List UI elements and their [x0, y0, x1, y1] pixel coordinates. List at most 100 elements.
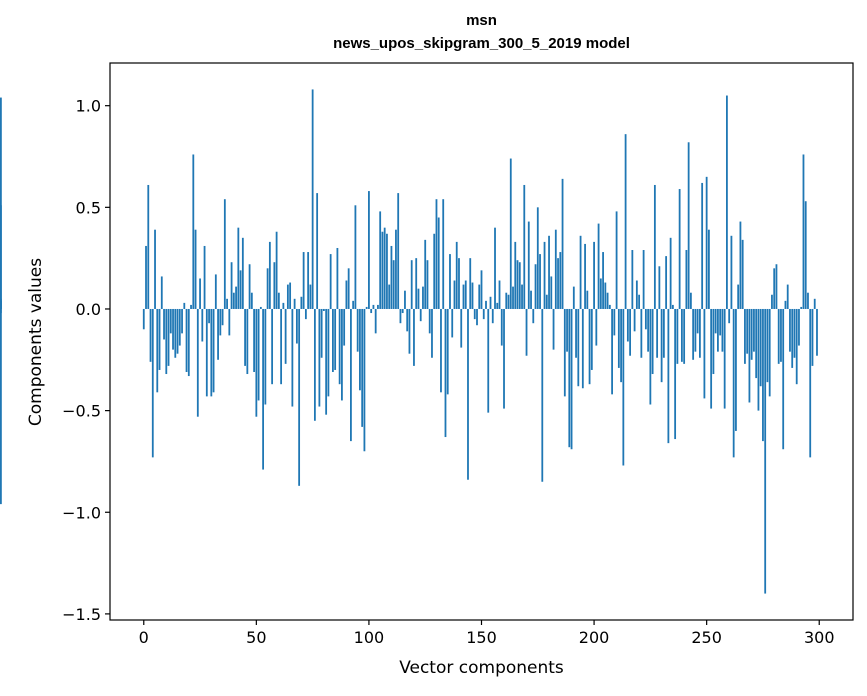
bar-247 [699, 308, 701, 358]
bar-208 [611, 308, 613, 395]
bar-20 [187, 308, 190, 377]
bar-73 [307, 252, 310, 309]
bar-123 [419, 308, 422, 322]
bar-97 [361, 308, 364, 427]
bar-109 [388, 284, 391, 309]
bar-177 [541, 308, 544, 482]
bar-11 [167, 308, 170, 366]
bar-101 [370, 308, 373, 314]
bar-87 [338, 308, 341, 385]
bar-235 [671, 304, 674, 309]
bar-238 [678, 189, 681, 309]
bar-280 [773, 268, 776, 309]
bar-89 [343, 308, 346, 346]
bar-233 [667, 308, 670, 444]
bar-202 [597, 223, 600, 309]
bar-152 [485, 300, 487, 309]
bar-289 [793, 308, 796, 358]
bar-172 [530, 290, 532, 309]
bar-216 [629, 308, 631, 356]
bar-41 [235, 286, 237, 309]
bar-160 [503, 308, 505, 409]
bar-124 [422, 286, 424, 309]
bar-188 [566, 308, 568, 352]
bar-288 [791, 308, 794, 368]
bar-125 [424, 239, 427, 309]
x-tick-label: 200 [579, 628, 610, 647]
bar-192 [575, 308, 577, 358]
bar-95 [356, 308, 359, 352]
bar-220 [638, 294, 641, 309]
bar-203 [599, 278, 602, 309]
bar-204 [602, 252, 604, 309]
bar-21 [190, 304, 192, 309]
bar-92 [350, 308, 352, 442]
bar-85 [334, 308, 337, 370]
bar-53 [262, 308, 264, 470]
bar-78 [318, 308, 321, 407]
bar-114 [399, 308, 402, 324]
bar-181 [550, 276, 553, 309]
bar-180 [548, 235, 550, 309]
bar-207 [608, 304, 611, 309]
bar-295 [807, 292, 809, 309]
bar-186 [561, 178, 564, 309]
bar-103 [374, 308, 377, 334]
y-axis-label: Components values [26, 257, 46, 427]
bar-246 [696, 308, 699, 334]
bar-232 [665, 256, 668, 309]
bar-260 [728, 308, 731, 324]
bar-91 [347, 268, 350, 309]
bar-228 [656, 308, 659, 358]
bar-34 [219, 308, 222, 336]
x-ticks: 0 50 100 150 200 250 300 [139, 620, 835, 647]
bar-171 [527, 221, 530, 309]
bar-154 [489, 296, 492, 309]
bar-35 [221, 308, 224, 326]
bar-299 [816, 308, 818, 356]
bar-243 [689, 292, 692, 309]
bar-163 [509, 158, 512, 309]
bar-165 [514, 241, 517, 309]
bar-236 [674, 308, 677, 440]
bar-83 [329, 254, 332, 309]
bar-22 [192, 154, 195, 309]
bar-32 [214, 274, 217, 309]
bar-43 [239, 270, 242, 309]
bar-277 [766, 308, 769, 383]
bar-206 [606, 292, 609, 309]
bar-138 [453, 280, 456, 309]
bar-61 [280, 308, 283, 385]
bar-108 [386, 233, 388, 309]
bar-69 [298, 308, 301, 486]
bar-209 [613, 308, 616, 336]
bar-294 [804, 201, 807, 309]
bar-146 [471, 282, 474, 309]
bar-168 [521, 284, 523, 309]
bar-166 [516, 260, 519, 309]
bar-137 [451, 308, 454, 338]
bar-149 [478, 284, 481, 309]
bar-undefined [0, 97, 2, 309]
bar-176 [539, 254, 541, 309]
bar-187 [563, 308, 566, 397]
bar-133 [442, 199, 445, 309]
bar-undefined [0, 205, 2, 309]
bar-undefined [0, 308, 2, 314]
bar-249 [703, 308, 706, 399]
bar-217 [631, 250, 634, 309]
bar-51 [257, 308, 260, 401]
bar-46 [246, 308, 249, 375]
bar-4 [151, 308, 154, 458]
bar-178 [543, 241, 546, 309]
bar-94 [354, 205, 357, 309]
bar-37 [226, 298, 228, 309]
bar-200 [593, 241, 595, 309]
bar-183 [554, 229, 557, 309]
bar-59 [275, 231, 278, 309]
bar-105 [379, 211, 382, 309]
bar-119 [410, 260, 413, 309]
x-tick-label: 0 [139, 628, 149, 647]
bar-5 [154, 229, 156, 309]
bar-134 [444, 308, 447, 438]
